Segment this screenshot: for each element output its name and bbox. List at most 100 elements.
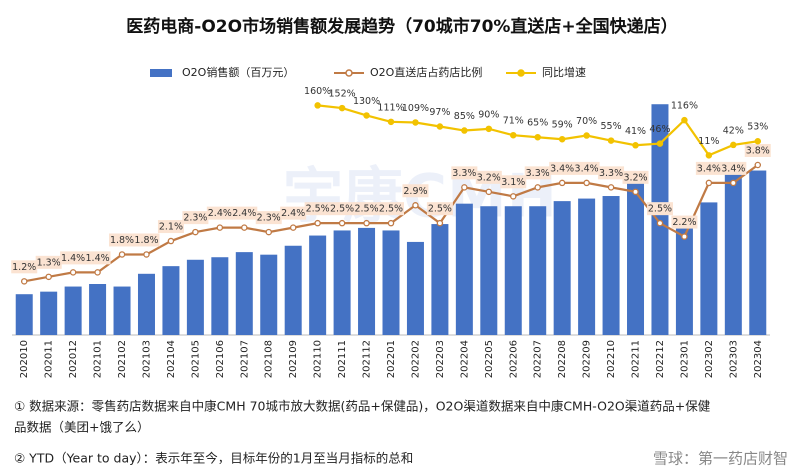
data-label: 3.4% bbox=[697, 163, 721, 174]
marker bbox=[656, 219, 664, 227]
data-label: 2.2% bbox=[672, 217, 696, 228]
data-label: 42% bbox=[723, 125, 744, 136]
x-tick-label: 202211 bbox=[631, 340, 642, 378]
data-label: 3.1% bbox=[501, 177, 525, 188]
bar bbox=[333, 230, 351, 335]
data-label: 1.8% bbox=[134, 235, 158, 246]
bar bbox=[724, 165, 742, 335]
marker bbox=[754, 161, 762, 169]
marker bbox=[681, 116, 688, 124]
data-label: 2.5% bbox=[648, 204, 672, 215]
label-bg bbox=[353, 202, 380, 216]
x-tick-label: 202107 bbox=[239, 340, 250, 378]
marker bbox=[143, 251, 150, 258]
label-bg bbox=[475, 170, 502, 184]
data-label: 2.4% bbox=[208, 208, 232, 219]
bar bbox=[309, 235, 327, 335]
marker bbox=[632, 188, 639, 196]
marker bbox=[607, 184, 615, 191]
label-bg bbox=[598, 166, 625, 180]
bar bbox=[700, 202, 718, 335]
marker bbox=[265, 228, 272, 236]
marker bbox=[583, 179, 590, 187]
bar bbox=[211, 257, 229, 335]
data-label: 97% bbox=[429, 107, 450, 118]
legend-swatch bbox=[517, 69, 525, 77]
x-tick-label: 202209 bbox=[582, 340, 593, 378]
bar bbox=[504, 206, 522, 335]
label-bg bbox=[402, 184, 429, 198]
data-label: 2.5% bbox=[379, 204, 403, 215]
x-tick-label: 202111 bbox=[337, 340, 348, 378]
marker bbox=[754, 137, 762, 145]
x-tick-label: 202212 bbox=[655, 340, 666, 378]
label-bg bbox=[695, 161, 722, 175]
label-bg bbox=[35, 255, 62, 269]
bar bbox=[382, 230, 400, 335]
x-tick-label: 202103 bbox=[141, 340, 152, 378]
data-label: 3.4% bbox=[575, 163, 599, 174]
x-tick-label: 202302 bbox=[704, 340, 715, 378]
note: 品数据（美团+饿了么） bbox=[14, 420, 149, 435]
data-label: 41% bbox=[625, 126, 646, 137]
marker bbox=[412, 202, 419, 209]
note: ① 数据来源：零售药店数据来自中康CMH 70城市放大数据(药品+保健品)，O2… bbox=[14, 399, 711, 414]
marker bbox=[461, 127, 468, 134]
label-bg bbox=[109, 233, 136, 247]
data-label: 2.4% bbox=[232, 208, 256, 219]
marker bbox=[412, 119, 419, 126]
data-label: 111% bbox=[377, 102, 404, 113]
bar bbox=[406, 241, 424, 335]
label-bg bbox=[304, 202, 331, 216]
marker bbox=[118, 251, 126, 258]
marker bbox=[656, 140, 664, 147]
bar bbox=[675, 218, 693, 335]
data-label: 1.2% bbox=[12, 262, 36, 273]
marker bbox=[485, 125, 493, 133]
legend-label: O2O直送店占药店比例 bbox=[370, 65, 482, 79]
marker bbox=[241, 224, 248, 231]
marker bbox=[632, 142, 639, 149]
label-bg bbox=[549, 161, 576, 175]
x-tick-label: 202108 bbox=[264, 340, 275, 378]
data-label: 1.4% bbox=[61, 253, 85, 264]
label-bg bbox=[157, 220, 184, 234]
data-label: 2.5% bbox=[428, 204, 452, 215]
x-tick-label: 202206 bbox=[508, 340, 519, 378]
legend-label: O2O销售额（百万元） bbox=[182, 65, 294, 79]
marker bbox=[363, 219, 370, 227]
marker bbox=[192, 228, 199, 236]
data-label: 46% bbox=[649, 124, 670, 135]
data-label: 2.1% bbox=[159, 222, 183, 233]
label-bg bbox=[84, 251, 111, 265]
marker bbox=[45, 273, 52, 281]
label-bg bbox=[524, 166, 551, 180]
data-label: 85% bbox=[454, 111, 475, 122]
label-bg bbox=[720, 161, 747, 175]
bar bbox=[455, 203, 473, 335]
x-tick-label: 202105 bbox=[190, 340, 201, 378]
label-bg bbox=[329, 202, 356, 216]
data-label: 152% bbox=[329, 89, 356, 100]
marker bbox=[730, 141, 737, 149]
label-bg bbox=[451, 166, 478, 180]
marker bbox=[363, 112, 370, 119]
marker bbox=[289, 224, 297, 231]
x-tick-label: 202301 bbox=[679, 340, 690, 378]
bar bbox=[529, 206, 547, 335]
bar bbox=[578, 198, 596, 335]
data-label: 71% bbox=[503, 116, 524, 127]
x-tick-label: 202106 bbox=[215, 340, 226, 378]
marker bbox=[705, 152, 713, 159]
bar bbox=[553, 201, 571, 335]
bar bbox=[602, 196, 620, 335]
marker bbox=[314, 219, 321, 227]
label-bg bbox=[622, 170, 649, 184]
x-tick-label: 202101 bbox=[93, 340, 104, 378]
label-bg bbox=[255, 211, 282, 225]
marker bbox=[583, 132, 590, 139]
data-label: 70% bbox=[576, 116, 597, 127]
chart-title: 医药电商-O2O市场销售额发展趋势（70城市70%直送店+全国快递店） bbox=[126, 16, 677, 37]
bar bbox=[113, 286, 131, 335]
data-label: 2.5% bbox=[354, 204, 378, 215]
